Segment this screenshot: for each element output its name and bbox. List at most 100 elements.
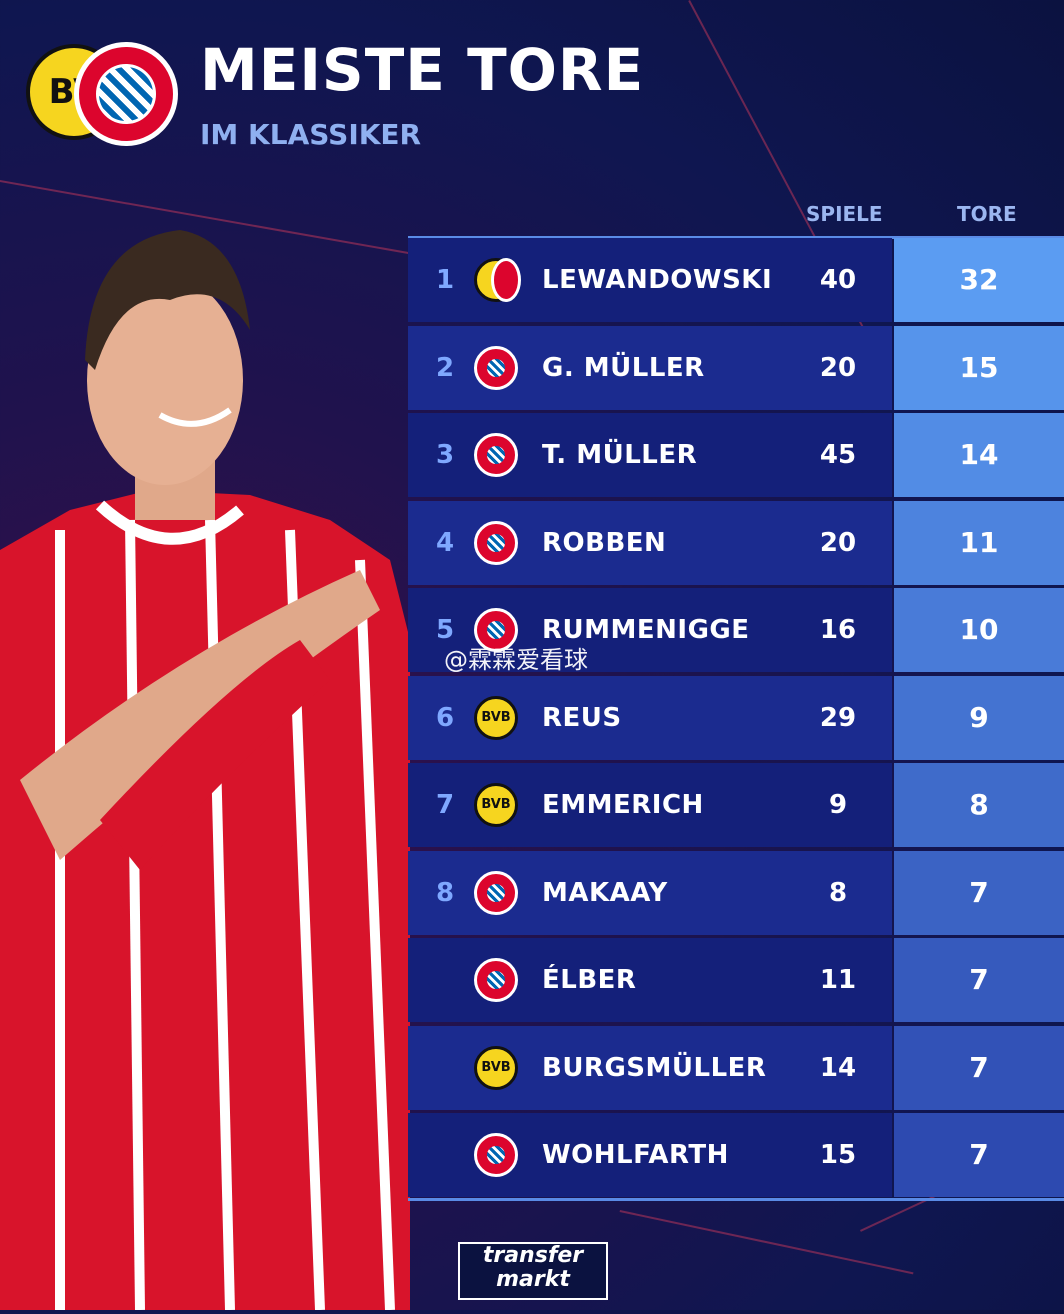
spiele-value: 8 <box>828 877 848 908</box>
club-logos: BV <box>26 42 186 152</box>
player-name: BURGSMÜLLER <box>542 1052 767 1083</box>
player-name: EMMERICH <box>542 790 704 820</box>
table-row: 6 BVB REUS 29 9 <box>408 675 1064 760</box>
row-main-cell: ÉLBER 11 <box>408 938 892 1022</box>
bvb-badge-text: BVB <box>481 797 511 812</box>
table-row: 7 BVB EMMERICH 9 8 <box>408 763 1064 847</box>
tore-value: 9 <box>969 700 989 734</box>
player-name: ROBBEN <box>542 527 667 558</box>
table-row: 5 RUMMENIGGE 16 10 <box>408 588 1064 672</box>
player-photo <box>0 220 420 1311</box>
bvb-crest-icon: BVB <box>474 695 518 740</box>
page-title: MEISTE TORE <box>200 36 645 104</box>
table-row: 3 T. MÜLLER 45 14 <box>408 413 1064 497</box>
tore-value: 7 <box>969 963 989 996</box>
logo-line-1: transfer <box>482 1243 584 1268</box>
page-subtitle: IM KLASSIKER <box>200 118 422 151</box>
table-bottom-border <box>408 1198 1064 1201</box>
spiele-value: 9 <box>828 790 848 820</box>
tore-value: 32 <box>959 263 999 296</box>
fcb-crest-icon <box>474 958 518 1002</box>
player-name: LEWANDOWSKI <box>542 265 773 295</box>
row-rank: 1 <box>435 265 455 295</box>
fcb-crest-icon <box>474 608 518 652</box>
header: BV MEISTE TORE IM KLASSIKER <box>0 0 1064 200</box>
fcb-crest-icon <box>74 42 178 146</box>
tore-value: 7 <box>969 875 989 909</box>
tore-cell: 32 <box>894 238 1064 322</box>
tore-value: 7 <box>969 1138 989 1171</box>
logo-line-2: markt <box>496 1267 570 1292</box>
bvb-crest-icon: BVB <box>474 1045 518 1090</box>
weibo-watermark: @霖霖爱看球 <box>444 646 588 674</box>
bvb-badge-text: BVB <box>481 1059 511 1075</box>
row-rank: 7 <box>435 790 455 820</box>
tore-cell: 9 <box>894 675 1064 760</box>
table-row: ÉLBER 11 7 <box>408 938 1064 1022</box>
spiele-value: 20 <box>819 527 857 558</box>
row-main-cell: 3 T. MÜLLER 45 <box>408 413 892 497</box>
spiele-value: 40 <box>819 265 857 295</box>
background-line <box>619 1210 914 1275</box>
row-rank: 5 <box>435 615 455 645</box>
tore-value: 11 <box>959 525 999 559</box>
transfermarkt-logo: transfer markt <box>458 1242 608 1300</box>
fcb-crest-icon <box>474 870 518 915</box>
row-main-cell: 1 LEWANDOWSKI 40 <box>408 238 892 322</box>
player-name: ÉLBER <box>542 965 637 995</box>
tore-cell: 7 <box>894 850 1064 935</box>
tore-cell: 11 <box>894 500 1064 585</box>
row-rank: 8 <box>435 877 455 908</box>
spiele-value: 20 <box>819 352 857 383</box>
tore-value: 7 <box>969 1050 989 1084</box>
bvb-fcb-crests-icon <box>474 258 521 302</box>
row-main-cell: 6 BVB REUS 29 <box>408 675 892 760</box>
tore-cell: 7 <box>894 938 1064 1022</box>
table-top-border <box>408 236 1064 239</box>
spiele-value: 11 <box>819 965 857 995</box>
player-illustration <box>0 230 410 1311</box>
player-name: MAKAAY <box>542 877 668 908</box>
row-main-cell: 2 G. MÜLLER 20 <box>408 325 892 410</box>
bvb-crest-icon: BVB <box>474 783 518 827</box>
player-name: REUS <box>542 702 622 733</box>
row-main-cell: 8 MAKAAY 8 <box>408 850 892 935</box>
player-name: G. MÜLLER <box>542 352 705 383</box>
fcb-crest-icon <box>474 1133 518 1177</box>
fcb-crest-icon <box>474 345 518 390</box>
row-rank: 3 <box>435 440 455 470</box>
column-header-tore: TORE <box>957 202 1017 226</box>
fcb-rhombus-icon <box>96 64 156 124</box>
spiele-value: 45 <box>819 440 857 470</box>
row-main-cell: 4 ROBBEN 20 <box>408 500 892 585</box>
tore-cell: 7 <box>894 1025 1064 1110</box>
row-main-cell: 5 RUMMENIGGE 16 <box>408 588 892 672</box>
row-rank: 4 <box>435 527 455 558</box>
spiele-value: 29 <box>819 702 857 733</box>
tore-value: 10 <box>959 613 999 646</box>
row-rank: 2 <box>435 352 455 383</box>
player-name: WOHLFARTH <box>542 1140 729 1170</box>
row-main-cell: 7 BVB EMMERICH 9 <box>408 763 892 847</box>
spiele-value: 16 <box>819 615 857 645</box>
tore-value: 8 <box>969 788 989 821</box>
tore-value: 14 <box>959 438 999 471</box>
tore-cell: 15 <box>894 325 1064 410</box>
tore-cell: 10 <box>894 588 1064 672</box>
tore-cell: 8 <box>894 763 1064 847</box>
table-row: WOHLFARTH 15 7 <box>408 1113 1064 1197</box>
table-row: BVB BURGSMÜLLER 14 7 <box>408 1025 1064 1110</box>
player-name: RUMMENIGGE <box>542 615 750 645</box>
tore-cell: 7 <box>894 1113 1064 1197</box>
column-header-spiele: SPIELE <box>806 202 883 226</box>
table-row: 2 G. MÜLLER 20 15 <box>408 325 1064 410</box>
spiele-value: 14 <box>819 1052 857 1083</box>
table-row: 4 ROBBEN 20 11 <box>408 500 1064 585</box>
player-name: T. MÜLLER <box>542 440 698 470</box>
bvb-badge-text: BVB <box>481 709 511 725</box>
row-main-cell: BVB BURGSMÜLLER 14 <box>408 1025 892 1110</box>
spiele-value: 15 <box>819 1140 857 1170</box>
row-rank: 6 <box>435 702 455 733</box>
row-main-cell: WOHLFARTH 15 <box>408 1113 892 1197</box>
fcb-crest-icon <box>474 433 518 477</box>
